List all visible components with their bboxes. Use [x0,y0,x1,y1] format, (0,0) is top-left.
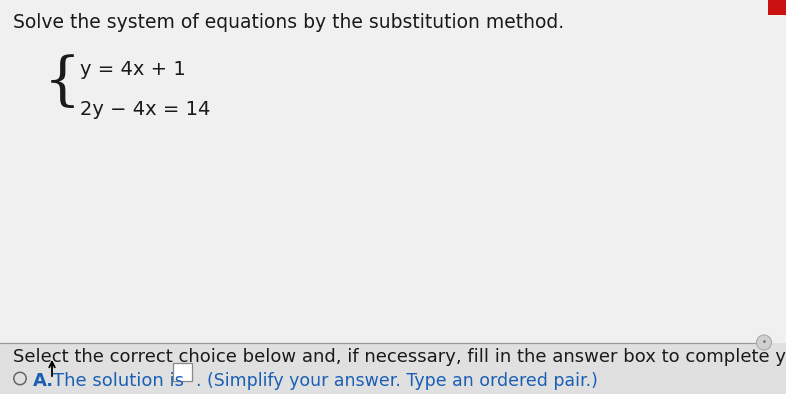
Text: . (Simplify your answer. Type an ordered pair.): . (Simplify your answer. Type an ordered… [196,372,598,390]
Text: Solve the system of equations by the substitution method.: Solve the system of equations by the sub… [13,13,564,32]
Text: y = 4x + 1: y = 4x + 1 [80,60,185,79]
Text: 2y − 4x = 14: 2y − 4x = 14 [80,100,211,119]
Text: {: { [44,55,81,111]
Circle shape [756,335,772,350]
Bar [768,0,786,15]
Text: Select the correct choice below and, if necessary, fill in the answer box to com: Select the correct choice below and, if … [13,349,786,366]
Bar [173,363,192,381]
Text: •: • [762,338,766,347]
Text: The solution is: The solution is [53,372,184,390]
Bar [0,0,786,342]
Text: A.: A. [33,372,54,390]
Bar [0,342,786,394]
